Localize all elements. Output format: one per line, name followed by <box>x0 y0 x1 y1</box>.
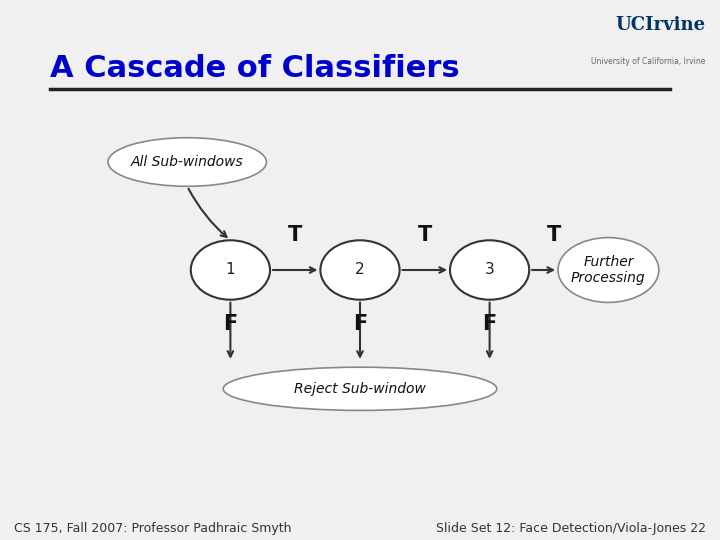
Text: F: F <box>353 314 367 334</box>
Ellipse shape <box>108 138 266 186</box>
Text: University of California, Irvine: University of California, Irvine <box>591 57 706 66</box>
Circle shape <box>191 240 270 300</box>
Ellipse shape <box>558 238 659 302</box>
Text: 1: 1 <box>225 262 235 278</box>
Text: A Cascade of Classifiers: A Cascade of Classifiers <box>50 54 460 83</box>
Text: 3: 3 <box>485 262 495 278</box>
Circle shape <box>320 240 400 300</box>
Text: F: F <box>482 314 497 334</box>
Ellipse shape <box>223 367 497 410</box>
Text: 2: 2 <box>355 262 365 278</box>
Text: All Sub-windows: All Sub-windows <box>131 155 243 169</box>
Text: T: T <box>288 225 302 245</box>
Text: UCIrvine: UCIrvine <box>616 16 706 34</box>
Text: CS 175, Fall 2007: Professor Padhraic Smyth: CS 175, Fall 2007: Professor Padhraic Sm… <box>14 522 292 535</box>
Text: T: T <box>547 225 562 245</box>
Text: T: T <box>418 225 432 245</box>
Text: F: F <box>223 314 238 334</box>
Text: Slide Set 12: Face Detection/Viola-Jones 22: Slide Set 12: Face Detection/Viola-Jones… <box>436 522 706 535</box>
Circle shape <box>450 240 529 300</box>
Text: Further
Processing: Further Processing <box>571 255 646 285</box>
Text: Reject Sub-window: Reject Sub-window <box>294 382 426 396</box>
